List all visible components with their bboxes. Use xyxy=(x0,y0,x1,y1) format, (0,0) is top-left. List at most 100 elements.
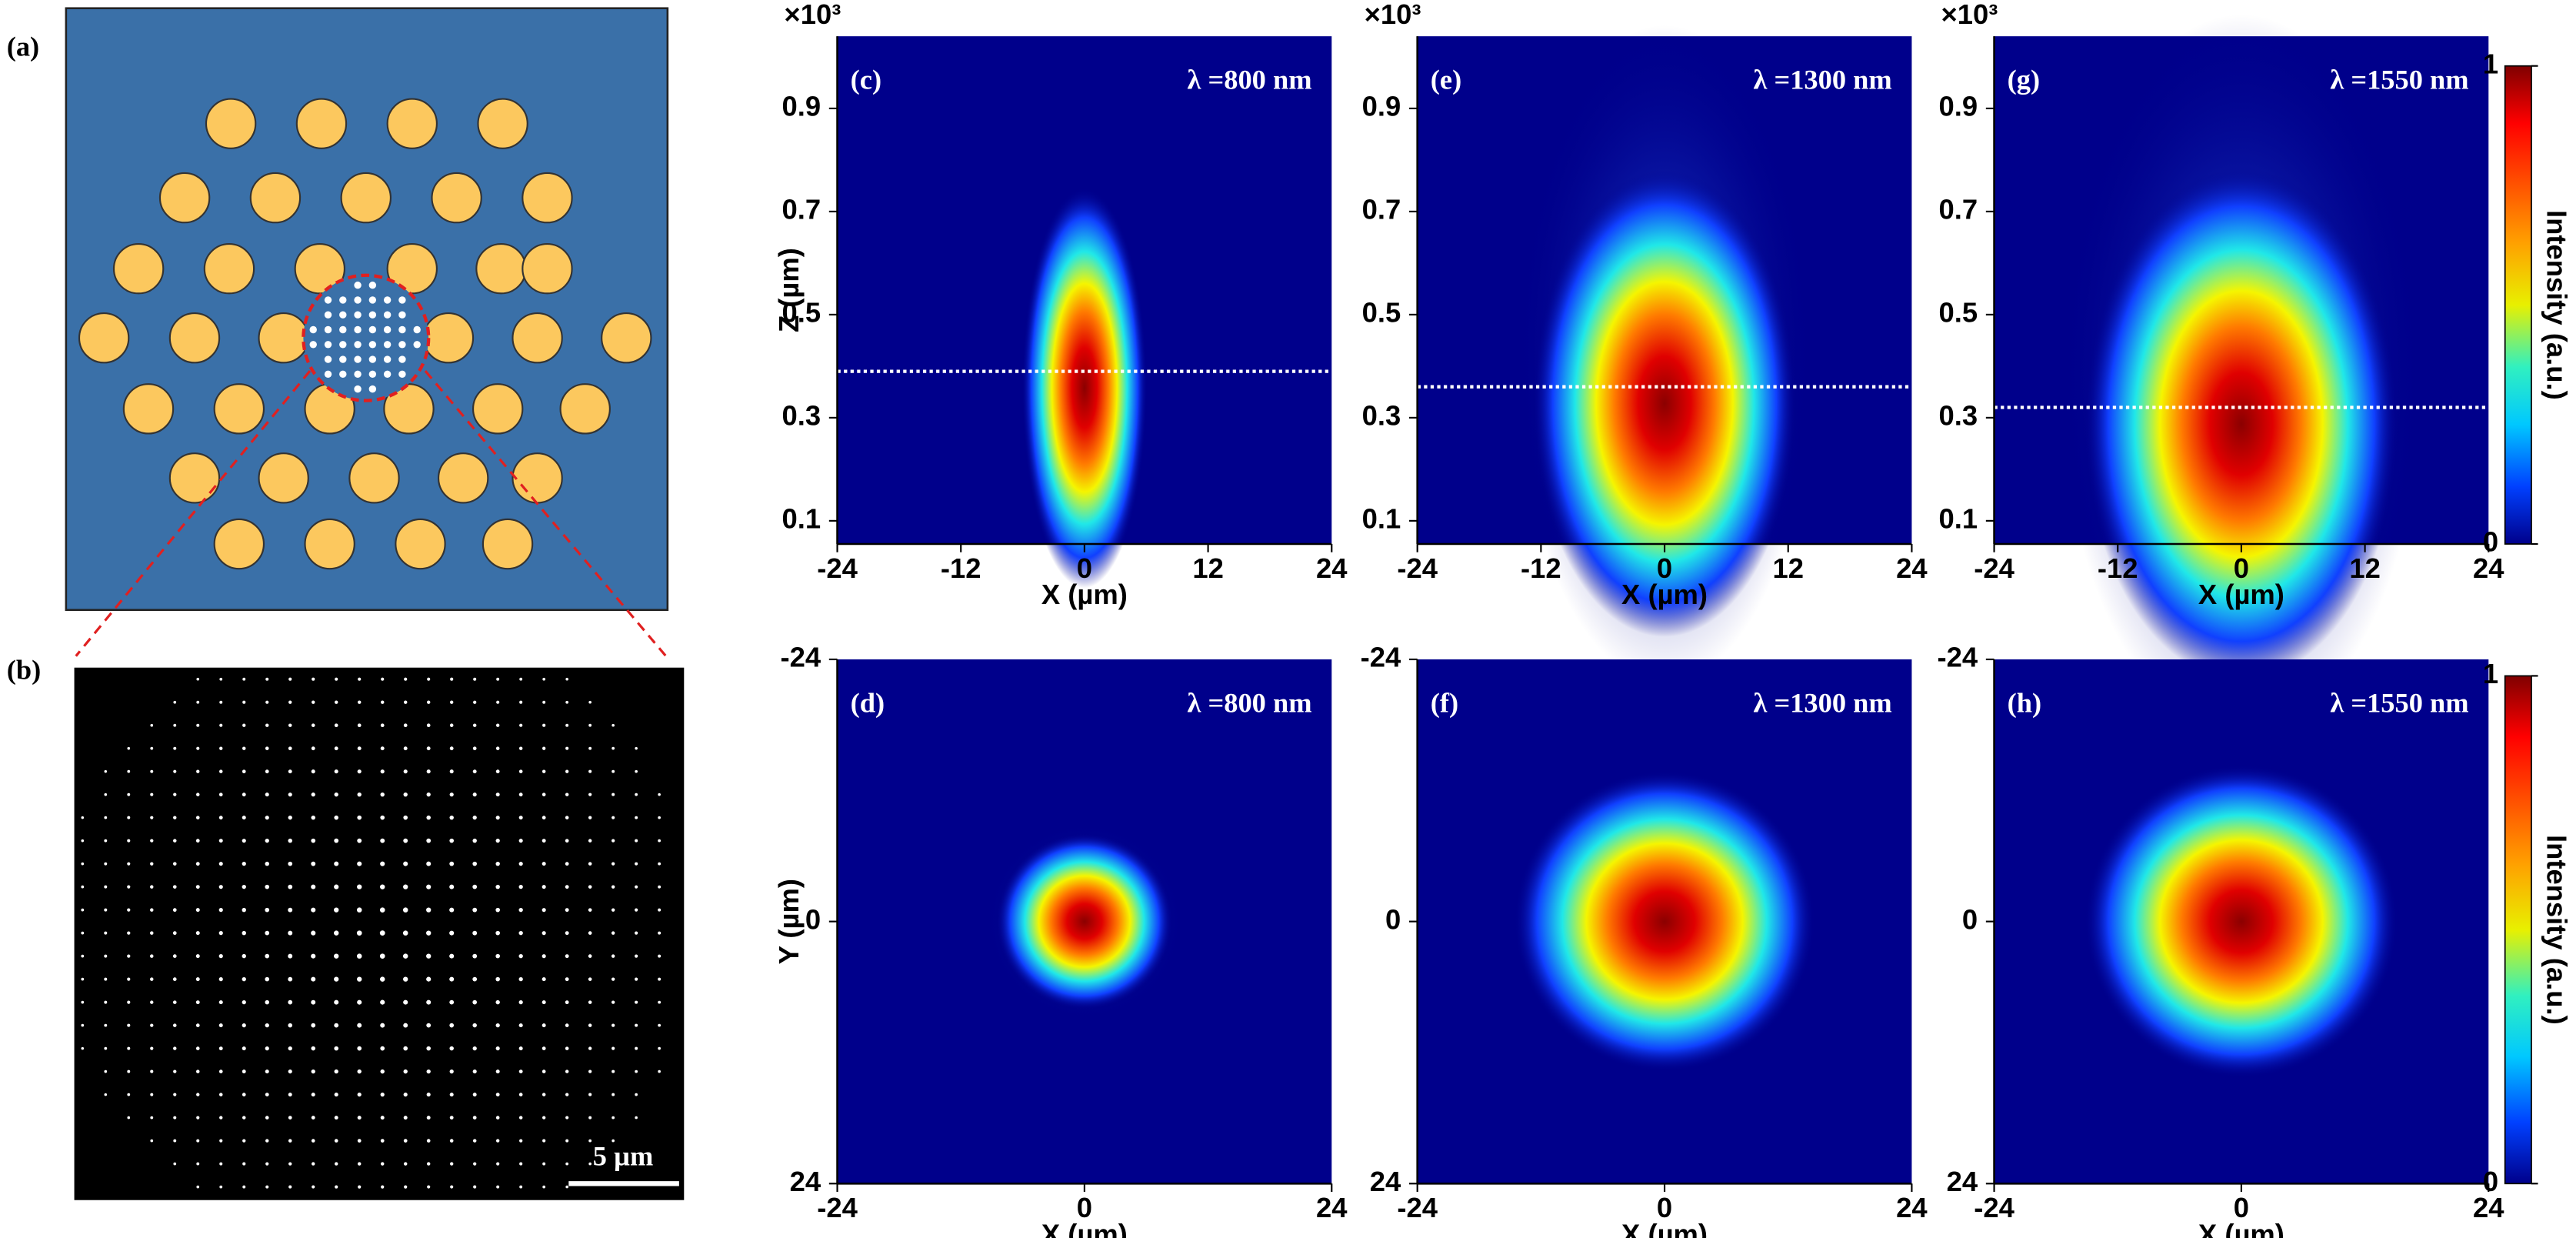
dot xyxy=(472,1069,477,1074)
dot xyxy=(242,793,246,797)
core-region xyxy=(302,273,431,402)
x-tick-label: -24 xyxy=(817,552,858,584)
dot xyxy=(403,861,408,866)
dot xyxy=(611,885,615,889)
annotation: λ =1300 nm xyxy=(1753,64,1891,95)
dot xyxy=(196,1139,200,1143)
dot xyxy=(173,1139,177,1143)
x-axis-label: X (µm) xyxy=(1041,1218,1128,1238)
dot xyxy=(472,999,478,1005)
dot xyxy=(218,954,223,959)
dot xyxy=(265,861,269,866)
dot xyxy=(426,838,432,843)
dot xyxy=(472,1023,477,1028)
colorbar xyxy=(2504,65,2532,545)
hole xyxy=(413,341,421,349)
rod xyxy=(522,172,573,224)
y-axis-label: Y (µm) xyxy=(773,879,805,964)
dot xyxy=(104,931,108,935)
dot xyxy=(265,907,270,913)
y-tick-label: 24 xyxy=(1370,1166,1401,1197)
rod xyxy=(258,452,309,504)
dot xyxy=(635,1023,638,1027)
dot xyxy=(218,908,223,913)
hole xyxy=(309,325,317,334)
hole xyxy=(383,296,392,304)
dot xyxy=(242,723,246,727)
rod xyxy=(158,172,211,224)
sem-dots xyxy=(81,677,661,1189)
dot xyxy=(242,953,246,959)
dot xyxy=(242,816,246,820)
dot xyxy=(588,1116,592,1120)
dot xyxy=(288,1162,292,1166)
dot xyxy=(311,815,315,820)
dot xyxy=(495,976,500,982)
dot xyxy=(542,700,546,704)
dot xyxy=(542,954,546,959)
rod xyxy=(383,383,435,435)
y-tick-label: 0.3 xyxy=(1939,400,1978,432)
dot xyxy=(612,746,615,750)
dot xyxy=(658,977,661,981)
rod xyxy=(482,518,534,570)
dot xyxy=(403,838,408,843)
dot xyxy=(196,793,200,796)
dot xyxy=(518,1093,523,1096)
dot xyxy=(380,1139,385,1143)
dot xyxy=(403,700,408,704)
dot xyxy=(426,930,432,936)
dot xyxy=(565,793,569,796)
panel-label: (f) xyxy=(1431,687,1458,718)
dot xyxy=(196,700,200,704)
dot xyxy=(196,1162,200,1166)
dot xyxy=(357,746,362,751)
x-axis-label: X (µm) xyxy=(1621,1218,1708,1238)
dot xyxy=(81,816,85,819)
dot xyxy=(612,723,615,727)
dot xyxy=(518,953,523,959)
dot xyxy=(265,838,269,843)
dot xyxy=(427,1185,431,1189)
x-tick-label: 24 xyxy=(1316,552,1348,584)
dot xyxy=(81,1023,85,1027)
dot xyxy=(195,1046,200,1050)
dot xyxy=(658,862,661,866)
dot xyxy=(542,1023,546,1028)
dot xyxy=(242,930,246,936)
dot xyxy=(334,723,338,728)
hole xyxy=(383,325,392,334)
dot xyxy=(450,1185,454,1189)
dot xyxy=(311,793,315,797)
dot xyxy=(635,954,638,958)
dot xyxy=(542,1139,546,1143)
hole xyxy=(309,341,317,349)
dot xyxy=(127,931,131,935)
dot xyxy=(265,769,269,774)
dot xyxy=(334,838,339,843)
dot xyxy=(658,908,661,912)
dot xyxy=(565,1093,569,1096)
dot xyxy=(658,954,661,958)
dot xyxy=(357,1162,362,1166)
dot xyxy=(403,976,408,982)
dot xyxy=(495,1069,500,1074)
hole xyxy=(398,311,406,319)
dot xyxy=(288,1185,292,1189)
scale-bar-label: 5 µm xyxy=(593,1141,654,1172)
dot xyxy=(658,1000,661,1004)
dot xyxy=(311,1139,315,1143)
dot xyxy=(542,677,546,681)
rod xyxy=(213,518,265,570)
rod xyxy=(386,98,438,149)
dot xyxy=(472,1046,477,1051)
dot xyxy=(312,1162,315,1166)
hole xyxy=(413,325,421,334)
dot xyxy=(288,861,293,866)
dot xyxy=(357,723,362,728)
y-tick-label: 0.5 xyxy=(781,297,821,329)
dot xyxy=(127,954,131,958)
y-tick-label: -24 xyxy=(1361,642,1401,673)
intensity-spot xyxy=(996,833,1172,1009)
dot xyxy=(495,930,500,936)
